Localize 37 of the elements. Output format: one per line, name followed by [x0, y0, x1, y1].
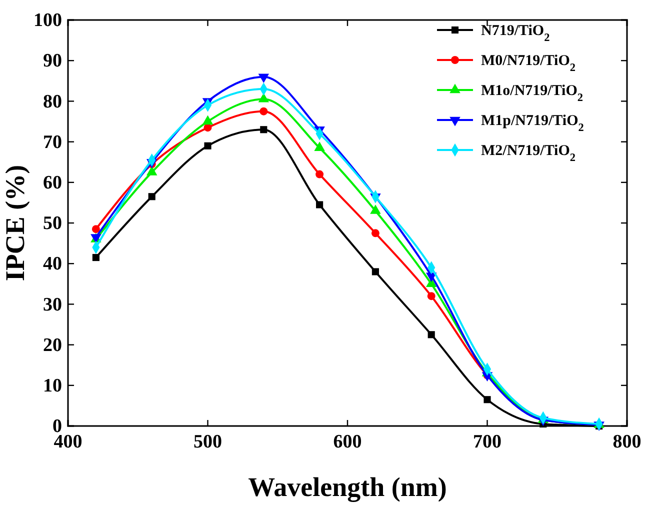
point: [427, 292, 436, 300]
point: [204, 124, 212, 132]
point: [148, 193, 156, 200]
y-tick-label: 90: [43, 50, 62, 72]
y-axis-title: IPCE (%): [0, 164, 30, 282]
point: [258, 74, 270, 84]
point: [372, 268, 379, 276]
x-tick-label: 600: [333, 431, 362, 452]
y-tick-label: 50: [43, 213, 62, 234]
x-tick-label: 800: [612, 431, 642, 452]
x-tick-label: 700: [473, 431, 502, 452]
point: [260, 107, 268, 116]
legend-label: M2/N719/TiO$_{2}$: [481, 143, 576, 164]
point: [428, 331, 435, 338]
y-tick-label: 20: [43, 334, 62, 356]
y-tick-label: 70: [43, 132, 62, 153]
y-tick-label: 40: [43, 254, 62, 275]
point: [92, 254, 100, 262]
legend-label: M1p/N719/TiO$_{2}$: [481, 113, 584, 134]
x-axis-title: Wavelength (nm): [248, 472, 447, 502]
y-tick-label: 30: [43, 294, 62, 316]
point: [371, 229, 380, 238]
legend-label: M0/N719/TiO$_{2}$: [481, 53, 576, 74]
legend-label: M1o/N719/TiO$_{2}$: [481, 83, 584, 104]
point: [260, 126, 268, 134]
legend-label: N719/TiO$_{2}$: [481, 23, 550, 44]
y-tick-label: 60: [43, 172, 62, 194]
x-tick-label: 400: [54, 431, 82, 452]
y-tick-label: 100: [34, 10, 62, 32]
point: [484, 396, 491, 404]
point: [316, 170, 324, 178]
y-tick-label: 80: [43, 91, 62, 112]
point: [316, 201, 324, 208]
point: [92, 225, 100, 234]
y-tick-label: 10: [43, 375, 62, 396]
point: [204, 142, 212, 150]
x-tick-label: 500: [194, 431, 222, 452]
